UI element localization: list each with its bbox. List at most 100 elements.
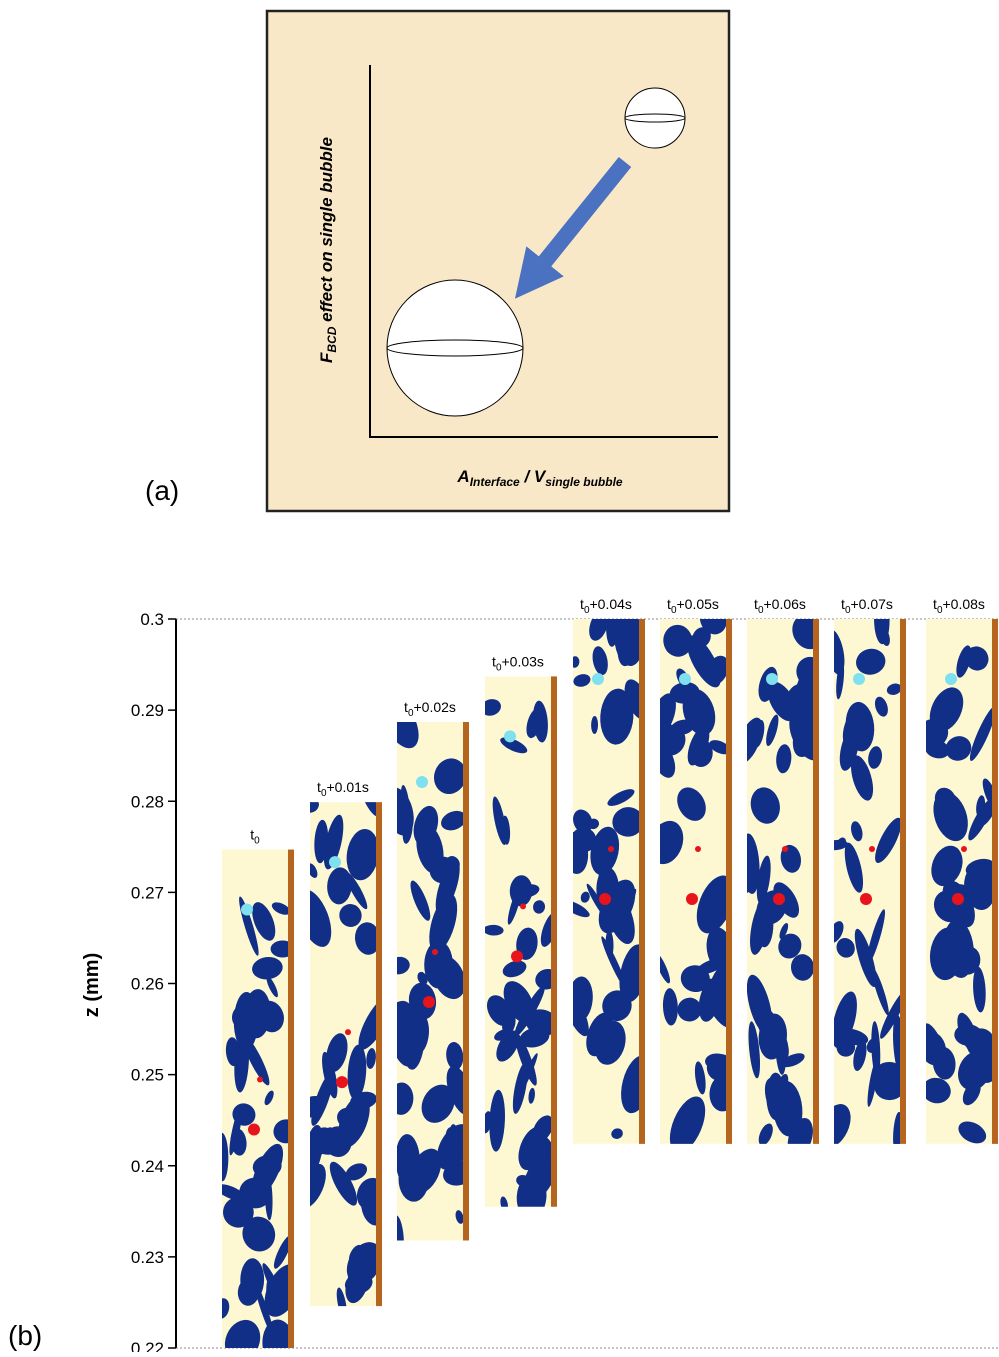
red-bubble (345, 1029, 351, 1036)
label-part: +0.07s (851, 596, 893, 612)
liquid-blob (264, 1264, 288, 1317)
label-part: 0 (937, 605, 943, 616)
liquid-blob (929, 687, 964, 732)
liquid-blob (875, 817, 900, 863)
liquid-blob (433, 758, 463, 795)
bubble-equator (386, 339, 524, 357)
y-tick-label: 0.25 (131, 1066, 164, 1085)
arrow (514, 156, 632, 299)
strip (573, 619, 639, 1144)
liquid-blob (844, 842, 864, 893)
liquid-blob (355, 922, 376, 955)
strip-label: t0+0.01s (317, 779, 369, 799)
liquid-blob (417, 971, 428, 985)
wall (463, 721, 469, 1241)
red-bubble (860, 893, 872, 905)
liquid-blob (514, 1032, 537, 1086)
liquid-blob (489, 1089, 505, 1152)
liquid-blob (347, 1044, 367, 1100)
wall (992, 619, 998, 1144)
red-bubble (952, 893, 964, 905)
liquid-blob (766, 714, 779, 747)
liquid-blob (311, 1072, 334, 1126)
liquid-blob (871, 967, 889, 1016)
y-tick-label: 0.3 (140, 610, 164, 629)
liquid-blob (926, 1077, 951, 1104)
red-bubble (257, 1076, 263, 1083)
y-tick-label: 0.22 (131, 1339, 164, 1352)
y-tick-label: 0.27 (131, 883, 164, 902)
liquid-blob (229, 1106, 243, 1156)
liquid-blob (692, 627, 711, 648)
x-axis-label: AInterface / Vsingle bubble (456, 467, 622, 489)
liquid-blob (402, 816, 413, 844)
liquid-blob (514, 985, 545, 1037)
label-part: 0 (845, 605, 851, 616)
liquid-blob (933, 791, 968, 842)
liquid-blob (252, 957, 283, 980)
liquid-blob (958, 1051, 992, 1091)
label-part: +0.03s (502, 653, 544, 669)
strip (485, 676, 551, 1207)
liquid-blob (837, 837, 847, 848)
liquid-blob (358, 996, 376, 1050)
liquid-blob (982, 778, 992, 812)
liquid-blob (502, 1012, 516, 1035)
red-bubble (773, 893, 785, 905)
liquid-blob (880, 989, 900, 1039)
liquid-blob (346, 828, 376, 881)
liquid-blob (781, 1053, 805, 1068)
liquid-blob (573, 976, 593, 1022)
liquid-blob (224, 1319, 261, 1348)
liquid-blob (254, 1282, 274, 1337)
liquid-blob (222, 1298, 230, 1319)
red-bubble (599, 893, 611, 905)
label-part: BCD (325, 326, 339, 352)
liquid-blob (834, 629, 845, 675)
liquid-blob (310, 802, 319, 813)
strip (222, 849, 288, 1348)
label-part: t (933, 596, 937, 612)
liquid-blob (257, 1000, 284, 1033)
liquid-blob (413, 805, 439, 846)
liquid-blob (931, 845, 963, 887)
label-part: / V (520, 467, 547, 486)
strip-label: t0+0.03s (492, 653, 544, 673)
liquid-blob (790, 954, 813, 981)
liquid-blob (337, 1107, 365, 1132)
liquid-blob (968, 799, 992, 841)
label-part: +0.08s (943, 596, 985, 612)
label-part: +0.01s (327, 779, 369, 795)
liquid-blob (893, 1014, 900, 1075)
liquid-blob (528, 1087, 535, 1104)
liquid-blob (441, 810, 463, 831)
liquid-blob (589, 619, 609, 641)
label-part: single bubble (545, 475, 623, 489)
strip-label: t0+0.07s (841, 596, 893, 616)
strip (747, 619, 813, 1144)
liquid-blob (778, 933, 802, 959)
liquid-blob (607, 789, 635, 806)
liquid-blob (764, 1077, 795, 1129)
liquid-blob (573, 899, 590, 918)
liquid-blob (836, 660, 845, 700)
liquid-blob (706, 1053, 726, 1082)
liquid-blob (573, 656, 580, 668)
liquid-blob (964, 864, 992, 911)
liquid-blob (350, 1091, 376, 1109)
label-part: 0 (671, 605, 677, 616)
liquid-blob (660, 952, 671, 984)
red-bubble (423, 995, 435, 1008)
liquid-blob (573, 674, 591, 687)
cyan-bubble (853, 673, 865, 685)
liquid-blob (326, 1033, 348, 1072)
red-bubble (432, 948, 438, 955)
label-part: +0.04s (590, 596, 632, 612)
liquid-blob (665, 641, 682, 656)
liquid-blob (834, 921, 844, 943)
wall (813, 619, 819, 1144)
liquid-blob (509, 875, 533, 907)
liquid-blob (660, 820, 684, 865)
liquid-blob (262, 1319, 288, 1348)
liquid-blob (767, 681, 797, 722)
